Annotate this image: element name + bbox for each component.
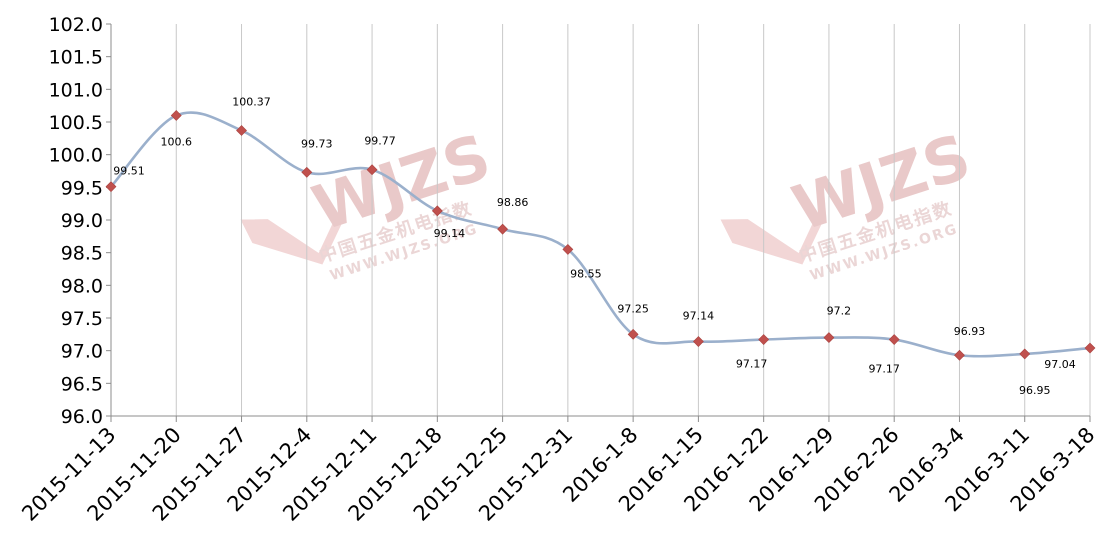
data-label: 99.51: [113, 165, 145, 178]
data-label: 97.2: [827, 305, 852, 318]
y-tick-label: 99.5: [61, 177, 103, 199]
data-label: 98.86: [497, 196, 529, 209]
y-tick-label: 100.0: [49, 145, 103, 167]
watermark-arrow-icon: [240, 213, 345, 265]
data-point: [170, 110, 182, 121]
data-point: [1084, 342, 1096, 354]
data-point: [431, 205, 443, 217]
data-label: 97.04: [1044, 358, 1076, 371]
data-point: [497, 223, 509, 235]
data-point: [366, 164, 378, 176]
data-label: 99.73: [301, 137, 333, 150]
y-tick-label: 96.5: [61, 373, 103, 395]
data-point: [301, 166, 313, 178]
watermark-arrow-icon: [720, 213, 825, 265]
data-point: [692, 336, 704, 347]
y-tick-label: 101.0: [49, 79, 103, 101]
data-point: [954, 349, 965, 361]
data-label: 98.55: [570, 267, 602, 280]
y-tick-label: 97.0: [61, 341, 103, 363]
data-point: [236, 125, 247, 136]
data-point: [627, 328, 639, 340]
watermark-layer: WJZS中国五金机电指数WWW.WJZS.ORGWJZS中国五金机电指数WWW.…: [240, 120, 979, 284]
y-tick-label: 97.5: [61, 308, 103, 330]
label-layer: 99.51 100.6 100.37 99.73 99.77 99.14 98.86 98.5…: [113, 95, 1076, 396]
data-point: [823, 332, 835, 344]
data-label: 97.17: [868, 363, 900, 376]
data-label: 96.93: [954, 325, 986, 338]
data-point: [888, 334, 900, 345]
y-tick-label: 96.0: [61, 406, 103, 428]
data-label: 99.77: [364, 135, 396, 148]
axis-layer: 96.0 96.5 97.0 97.5 98.0 98.5 99.0 99.5 100.0 100…: [17, 14, 1099, 526]
data-point: [562, 243, 574, 255]
y-tick-label: 100.5: [49, 112, 103, 134]
y-tick-label: 102.0: [49, 14, 103, 36]
data-point: [105, 181, 117, 193]
data-label: 100.37: [232, 95, 271, 108]
series-line: [110, 111, 1091, 358]
data-label: 97.17: [736, 358, 768, 371]
y-tick-label: 101.5: [49, 47, 103, 69]
series-layer: [105, 110, 1096, 361]
y-tick-label: 99.0: [61, 210, 103, 232]
data-point: [1019, 348, 1031, 360]
y-tick-label: 98.5: [61, 243, 103, 265]
data-label: 96.95: [1019, 384, 1051, 397]
data-label: 99.14: [434, 227, 466, 240]
y-tick-label: 98.0: [61, 275, 103, 297]
data-label: 100.6: [161, 135, 193, 148]
data-label: 97.25: [617, 302, 649, 315]
data-label: 97.14: [683, 310, 715, 323]
data-point: [758, 334, 770, 345]
